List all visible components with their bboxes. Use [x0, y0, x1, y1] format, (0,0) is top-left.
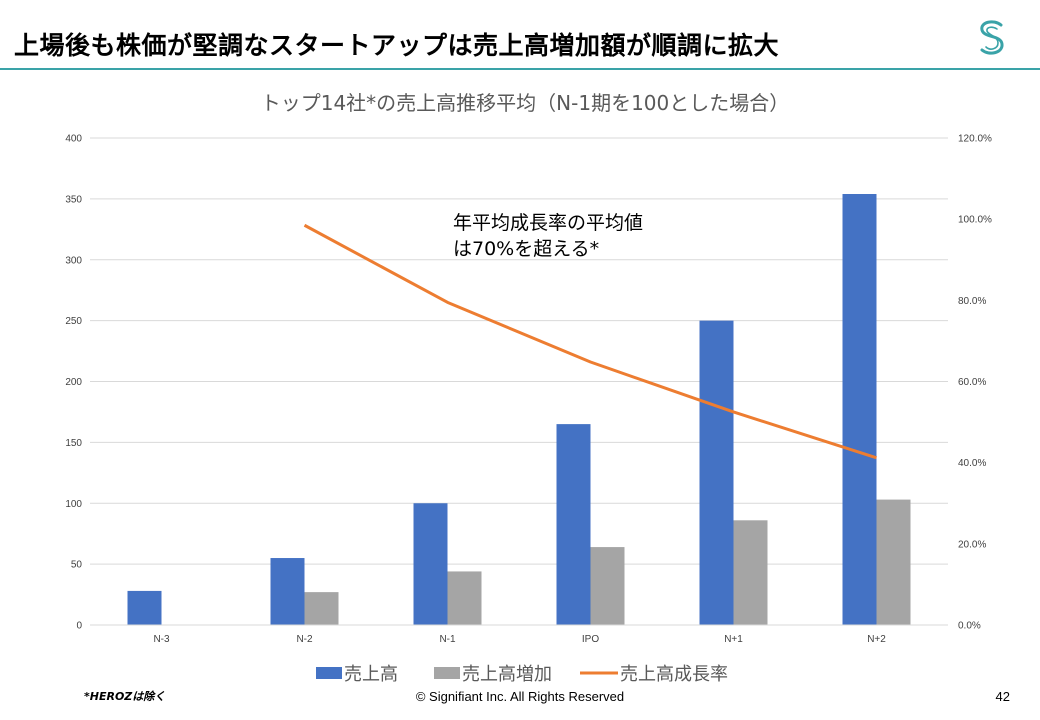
legend-label: 売上高増加: [462, 664, 552, 685]
x-axis-tick: N-1: [439, 634, 456, 645]
slide-title: 上場後も株価が堅調なスタートアップは売上高増加額が順調に拡大: [14, 31, 780, 60]
bar-revenue-increase: [876, 499, 911, 625]
right-axis-tick: 80.0%: [958, 296, 986, 307]
x-axis: N-3 N-2 N-1 IPO N+1 N+2: [90, 624, 948, 645]
bar-revenue-increase: [590, 547, 625, 625]
left-axis-tick: 50: [71, 560, 83, 571]
x-axis-tick: N-2: [296, 634, 313, 645]
left-axis-tick: 100: [65, 499, 82, 510]
bar-revenue-increase: [733, 520, 768, 625]
bar-revenue: [699, 320, 734, 625]
legend-swatch: [316, 667, 342, 679]
x-axis-tick: N+1: [724, 634, 743, 645]
legend-label: 売上高成長率: [620, 664, 728, 685]
x-axis-tick: N+2: [867, 634, 886, 645]
footnote: *HEROZは除く: [84, 690, 166, 703]
annotation-line: は70%を超える*: [453, 238, 599, 260]
right-axis-tick: 20.0%: [958, 539, 986, 550]
page-number: 42: [995, 689, 1010, 704]
chart-title: トップ14社*の売上高推移平均（N-1期を100とした場合）: [261, 91, 790, 115]
left-axis-tick: 250: [65, 316, 82, 327]
right-axis-tick: 120.0%: [958, 134, 992, 145]
bar-revenue-increase: [447, 571, 482, 625]
left-axis-tick: 350: [65, 194, 82, 205]
bar-series: [127, 194, 911, 625]
legend-swatch: [434, 667, 460, 679]
chart-legend: 売上高 売上高増加 売上高成長率: [316, 664, 728, 685]
bar-revenue-increase: [304, 592, 339, 625]
x-axis-tick: IPO: [582, 634, 599, 645]
right-axis-tick: 0.0%: [958, 621, 981, 632]
annotation-line: 年平均成長率の平均値: [453, 212, 643, 234]
right-axis: 0.0% 20.0% 40.0% 60.0% 80.0% 100.0% 120.0%: [958, 134, 992, 632]
right-axis-tick: 100.0%: [958, 215, 992, 226]
copyright: © Signifiant Inc. All Rights Reserved: [415, 689, 625, 704]
right-axis-tick: 40.0%: [958, 458, 986, 469]
left-axis: 0 50 100 150 200 250 300 350 400: [65, 134, 82, 632]
title-divider: [0, 68, 1040, 70]
bar-revenue: [556, 424, 591, 625]
bar-revenue: [842, 194, 877, 625]
bar-revenue: [270, 558, 305, 625]
left-axis-tick: 150: [65, 438, 82, 449]
bar-revenue: [413, 503, 448, 625]
signifiant-s-logo-icon: [980, 20, 1004, 55]
right-axis-tick: 60.0%: [958, 377, 986, 388]
left-axis-tick: 400: [65, 134, 82, 145]
left-axis-tick: 200: [65, 377, 82, 388]
left-axis-tick: 300: [65, 255, 82, 266]
growth-line-series: [303, 223, 877, 460]
legend-label: 売上高: [344, 664, 398, 685]
left-axis-tick: 0: [76, 621, 82, 632]
x-axis-tick: N-3: [153, 634, 170, 645]
bar-revenue: [127, 590, 162, 625]
